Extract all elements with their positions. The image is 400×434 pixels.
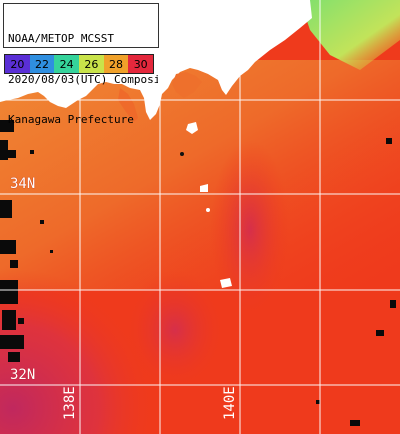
legend-swatch-30: 30: [128, 55, 154, 73]
island-toshima: [200, 184, 208, 192]
title-line-3: Kanagawa Prefecture: [8, 113, 134, 126]
legend-label-24: 24: [59, 57, 74, 71]
legend-swatch-28: 28: [103, 55, 129, 73]
legend-swatch-20: 20: [5, 55, 30, 73]
sea-magenta-center: [210, 140, 290, 320]
temperature-legend: 20 22 24 26 28 30: [4, 54, 154, 74]
island-small: [206, 208, 210, 212]
legend-label-22: 22: [35, 57, 49, 71]
legend-label-20: 20: [10, 57, 25, 71]
sea-magenta-south: [125, 270, 225, 390]
lon-label-140e: 140E: [222, 386, 238, 420]
island-oshima: [186, 122, 198, 134]
lon-label-138e: 138E: [62, 386, 78, 420]
cloud-mask-west: [0, 120, 53, 362]
lat-label-32n: 32N: [10, 367, 36, 383]
cloud-mask-east: [316, 138, 396, 426]
lat-label-34n: 34N: [10, 176, 36, 192]
island-speck: [180, 152, 184, 156]
bay-tokyo: [172, 72, 202, 98]
legend-swatch-26: 26: [79, 55, 104, 73]
map-title-box: NOAA/METOP MCSST 2020/08/03(UTC) Composi…: [3, 3, 159, 126]
legend-swatch-22: 22: [29, 55, 55, 73]
legend-swatch-24: 24: [54, 55, 80, 73]
bay-sagami: [118, 88, 138, 122]
title-line-2: 2020/08/03(UTC) Composite: [8, 72, 158, 86]
legend-label-30: 30: [133, 57, 148, 71]
legend-label-26: 26: [84, 57, 99, 71]
coastal-cool-water: [300, 0, 400, 70]
title-line-1: NOAA/METOP MCSST: [8, 32, 114, 45]
island-miyake: [220, 278, 232, 288]
legend-label-28: 28: [109, 57, 124, 71]
